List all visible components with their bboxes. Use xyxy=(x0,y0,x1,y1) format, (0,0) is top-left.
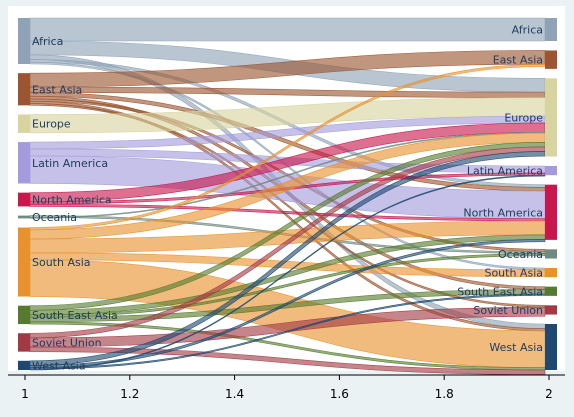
node-label-left-africa: Africa xyxy=(32,35,63,48)
node-label-left-north_america: North America xyxy=(32,194,112,207)
node-label-left-europe: Europe xyxy=(32,118,71,131)
node-label-right-soviet_union: Soviet Union xyxy=(473,304,543,317)
node-label-right-south_east_asia: South East Asia xyxy=(457,285,543,298)
node-right-soviet_union xyxy=(545,305,557,315)
node-left-west_asia xyxy=(18,360,30,370)
node-label-left-west_asia: West Asia xyxy=(32,359,86,372)
node-left-latin_america xyxy=(18,142,30,184)
node-right-south_east_asia xyxy=(545,286,557,296)
label-layer: Africa East Asia Europe Latin America North … xyxy=(32,24,543,373)
node-label-left-oceania: Oceania xyxy=(32,211,77,224)
node-left-soviet_union xyxy=(18,333,30,352)
node-label-left-soviet_union: Soviet Union xyxy=(32,336,102,349)
node-label-right-europe: Europe xyxy=(504,111,543,124)
node-left-south_east_asia xyxy=(18,305,30,325)
node-label-right-oceania: Oceania xyxy=(498,248,543,261)
node-layer xyxy=(18,18,557,370)
node-left-europe xyxy=(18,114,30,133)
node-label-right-north_america: North America xyxy=(463,206,543,219)
node-label-left-south_asia: South Asia xyxy=(32,256,91,269)
x-tick-label-3: 1.6 xyxy=(330,387,349,401)
node-label-left-east_asia: East Asia xyxy=(32,83,82,96)
flow-layer xyxy=(29,17,546,375)
node-label-right-latin_america: Latin America xyxy=(467,165,543,178)
node-right-latin_america xyxy=(545,166,557,176)
x-axis: 1 1.2 1.4 1.6 1.8 2 xyxy=(8,374,565,401)
node-left-north_america xyxy=(18,192,30,207)
node-left-east_asia xyxy=(18,73,30,106)
x-tick-label-4: 1.8 xyxy=(435,387,454,401)
node-right-africa xyxy=(545,18,557,41)
flow-africa-to-africa xyxy=(29,17,546,42)
node-right-east_asia xyxy=(545,50,557,69)
node-right-west_asia xyxy=(545,324,557,370)
node-label-right-south_asia: South Asia xyxy=(484,267,543,280)
node-right-north_america xyxy=(545,184,557,240)
node-right-oceania xyxy=(545,249,557,259)
flow-west_asia-to-north_america xyxy=(29,239,546,369)
x-tick-label-1: 1.2 xyxy=(120,387,139,401)
node-label-left-south_east_asia: South East Asia xyxy=(32,309,118,322)
node-label-right-east_asia: East Asia xyxy=(493,54,543,67)
node-right-europe xyxy=(545,78,557,157)
x-tick-label-2: 1.4 xyxy=(225,387,244,401)
x-tick-label-5: 2 xyxy=(545,387,553,401)
node-right-south_asia xyxy=(545,268,557,278)
x-tick-label-0: 1 xyxy=(21,387,29,401)
node-label-right-africa: Africa xyxy=(512,24,543,37)
flow-west_asia-to-latin_america xyxy=(29,174,546,371)
node-label-right-west_asia: West Asia xyxy=(489,341,543,354)
node-label-left-latin_america: Latin America xyxy=(32,157,108,170)
node-left-africa xyxy=(18,18,30,64)
node-left-south_asia xyxy=(18,227,30,297)
node-left-oceania xyxy=(18,215,30,219)
